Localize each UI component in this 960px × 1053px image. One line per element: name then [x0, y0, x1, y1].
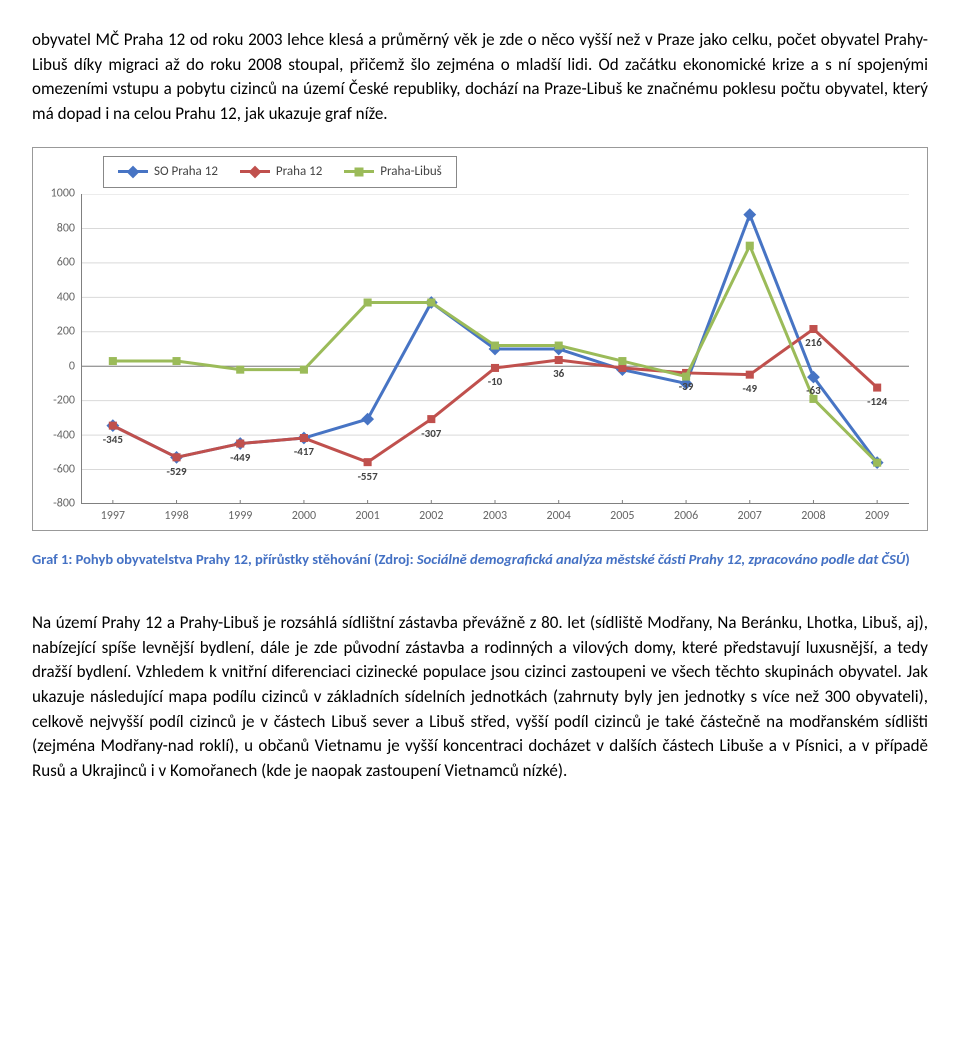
x-axis-label: 1999	[208, 508, 272, 525]
square-marker-icon	[240, 170, 270, 173]
paragraph: obyvatel MČ Praha 12 od roku 2003 lehce …	[32, 28, 928, 127]
x-axis-label: 1997	[81, 508, 145, 525]
legend-label: Praha 12	[276, 163, 322, 182]
y-axis-label: -200	[53, 392, 75, 409]
x-axis-label: 2004	[527, 508, 591, 525]
caption-text: )	[905, 550, 910, 568]
y-axis-label: -800	[53, 496, 75, 513]
x-axis-label: 2002	[399, 508, 463, 525]
data-label: -124	[867, 394, 887, 410]
y-axis-label: 1000	[51, 186, 75, 203]
x-axis-label: 2006	[654, 508, 718, 525]
legend-item: SO Praha 12	[118, 163, 218, 182]
legend-label: Praha-Libuš	[380, 163, 441, 182]
y-axis-label: 200	[57, 323, 75, 340]
chart-plot-area: -800-600-400-20002004006008001000-345-52…	[81, 194, 909, 504]
x-axis-label: 2003	[463, 508, 527, 525]
diamond-marker-icon	[118, 170, 148, 173]
legend-label: SO Praha 12	[154, 163, 218, 182]
data-label: -557	[358, 469, 378, 485]
x-axis-label: 2005	[591, 508, 655, 525]
chart-container: SO Praha 12 Praha 12 Praha-Libuš -800-60…	[32, 147, 928, 531]
data-label: -449	[230, 450, 250, 466]
data-label: -49	[743, 381, 758, 397]
square-marker-icon	[344, 170, 374, 173]
chart-caption: Graf 1: Pohyb obyvatelstva Prahy 12, pří…	[32, 549, 928, 569]
y-axis-label: 600	[57, 255, 75, 272]
data-label: -307	[421, 426, 441, 442]
y-axis-label: -400	[53, 427, 75, 444]
y-axis-label: -600	[53, 461, 75, 478]
chart-legend: SO Praha 12 Praha 12 Praha-Libuš	[103, 156, 457, 189]
data-label: -10	[488, 374, 503, 390]
paragraph: Na území Prahy 12 a Prahy-Libuš je rozsá…	[32, 611, 928, 783]
chart-x-axis: 1997199819992000200120022003200420052006…	[81, 504, 909, 525]
x-axis-label: 2009	[845, 508, 909, 525]
data-label: -39	[679, 379, 694, 395]
x-axis-label: 2001	[336, 508, 400, 525]
x-axis-label: 2008	[782, 508, 846, 525]
y-axis-label: 400	[57, 289, 75, 306]
data-label: -417	[294, 444, 314, 460]
x-axis-label: 2000	[272, 508, 336, 525]
x-axis-label: 1998	[145, 508, 209, 525]
data-label: -63	[806, 383, 821, 399]
legend-item: Praha 12	[240, 163, 322, 182]
data-label: 36	[553, 366, 564, 382]
legend-item: Praha-Libuš	[344, 163, 441, 182]
data-label: 216	[805, 335, 822, 351]
x-axis-label: 2007	[718, 508, 782, 525]
data-label: -529	[166, 464, 186, 480]
caption-text: Graf 1: Pohyb obyvatelstva Prahy 12, pří…	[32, 550, 417, 568]
y-axis-label: 0	[69, 358, 75, 375]
data-label: -345	[103, 432, 123, 448]
caption-source: Sociálně demografická analýza městské čá…	[417, 550, 905, 568]
y-axis-label: 800	[57, 220, 75, 237]
